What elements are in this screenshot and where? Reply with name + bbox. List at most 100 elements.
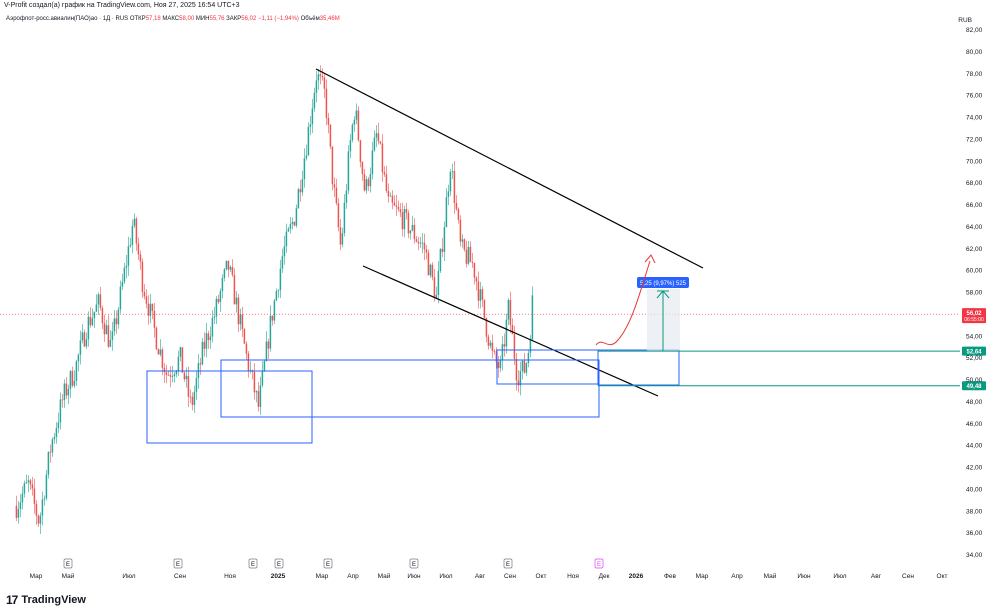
candle bbox=[379, 141, 382, 145]
candle-body bbox=[431, 264, 434, 278]
x-tick-label: Июл bbox=[439, 573, 452, 580]
candle bbox=[427, 249, 430, 276]
candle-body bbox=[69, 371, 72, 389]
currency-label[interactable]: RUB bbox=[958, 17, 972, 24]
candle bbox=[315, 70, 318, 103]
candle bbox=[233, 268, 236, 305]
candle bbox=[165, 364, 168, 384]
candle bbox=[523, 353, 526, 374]
candle-body bbox=[525, 362, 528, 373]
candle bbox=[317, 68, 320, 90]
candle-body bbox=[105, 325, 108, 335]
candle bbox=[493, 348, 496, 355]
x-tick-label: Ноя bbox=[567, 573, 579, 580]
candle bbox=[181, 347, 184, 373]
candle-body bbox=[349, 140, 352, 152]
candle-body bbox=[307, 126, 310, 156]
candle bbox=[431, 262, 434, 281]
candle-body bbox=[447, 191, 450, 198]
candle bbox=[79, 330, 82, 365]
candle-body bbox=[15, 505, 18, 518]
candle bbox=[491, 334, 494, 359]
candle bbox=[145, 289, 148, 309]
volume-label: Объём bbox=[300, 16, 320, 22]
candle bbox=[329, 124, 332, 150]
candle bbox=[141, 258, 144, 298]
candle-body bbox=[37, 515, 40, 524]
candle-body bbox=[219, 290, 222, 303]
candle-body bbox=[427, 252, 430, 276]
candle bbox=[389, 192, 392, 197]
x-tick-label: Мар bbox=[696, 573, 709, 580]
x-tick-label: Май bbox=[764, 572, 777, 580]
candle bbox=[111, 321, 114, 351]
candle bbox=[439, 248, 442, 273]
candle-body bbox=[313, 92, 316, 109]
candle bbox=[187, 366, 190, 408]
y-tick-label: 72,00 bbox=[966, 136, 983, 143]
candle bbox=[17, 501, 20, 524]
candle-body bbox=[401, 212, 404, 230]
candle bbox=[239, 308, 242, 331]
candle bbox=[31, 476, 34, 496]
candle bbox=[43, 495, 46, 506]
channel-upper-line bbox=[315, 68, 704, 269]
candle-body bbox=[303, 158, 306, 180]
candle bbox=[373, 130, 376, 152]
candle-body bbox=[321, 75, 324, 78]
y-tick-label: 74,00 bbox=[966, 115, 983, 122]
channel-lower-line bbox=[362, 265, 659, 397]
candle bbox=[219, 288, 222, 312]
candle-body bbox=[143, 291, 146, 297]
x-tick-label: Авг bbox=[475, 573, 486, 580]
candle bbox=[37, 514, 40, 527]
earnings-marker: E bbox=[63, 558, 73, 569]
candle bbox=[487, 334, 490, 350]
candle-body bbox=[259, 385, 262, 407]
candle bbox=[33, 478, 36, 514]
candle-body bbox=[263, 361, 266, 371]
candle bbox=[305, 144, 308, 161]
candle-body bbox=[231, 266, 234, 276]
candle-body bbox=[475, 277, 478, 282]
candle-body bbox=[363, 173, 366, 191]
candle bbox=[105, 319, 108, 335]
candle-body bbox=[467, 246, 470, 264]
footer-brand[interactable]: 17 TradingView bbox=[6, 593, 86, 607]
x-tick-label: Фев bbox=[664, 573, 677, 580]
earnings-marker-box bbox=[248, 558, 258, 569]
candle bbox=[229, 265, 232, 272]
candle-body bbox=[395, 205, 398, 207]
symbol-name[interactable]: Аэрофлот-росс.авиалин(ПАО)ао · 1Д · RUS bbox=[6, 16, 129, 22]
candle-body bbox=[451, 171, 454, 173]
candle bbox=[335, 178, 338, 206]
candle bbox=[277, 289, 280, 298]
candle bbox=[465, 240, 468, 268]
candle-body bbox=[119, 286, 122, 310]
candle-body bbox=[377, 133, 380, 142]
candle-body bbox=[191, 396, 194, 405]
candle-body bbox=[233, 275, 236, 305]
y-tick-label: 52,00 bbox=[966, 355, 983, 362]
candle bbox=[367, 176, 370, 191]
candle-body bbox=[403, 209, 406, 230]
y-tick-label: 64,00 bbox=[966, 224, 983, 231]
candle-body bbox=[325, 88, 328, 118]
candle-body bbox=[501, 344, 504, 361]
candle-body bbox=[371, 150, 374, 175]
candle bbox=[243, 328, 246, 345]
candle bbox=[119, 280, 122, 314]
candle-body bbox=[141, 261, 144, 292]
x-tick-label: Май bbox=[62, 572, 75, 580]
candle-body bbox=[361, 162, 364, 174]
candle-body bbox=[509, 300, 512, 325]
candle bbox=[53, 433, 56, 444]
candle bbox=[469, 241, 472, 263]
earnings-marker-box bbox=[594, 558, 604, 569]
y-tick-label: 38,00 bbox=[966, 508, 983, 515]
earnings-marker-label: E bbox=[277, 562, 281, 568]
earnings-marker: E bbox=[173, 558, 183, 569]
candle-body bbox=[193, 391, 196, 405]
